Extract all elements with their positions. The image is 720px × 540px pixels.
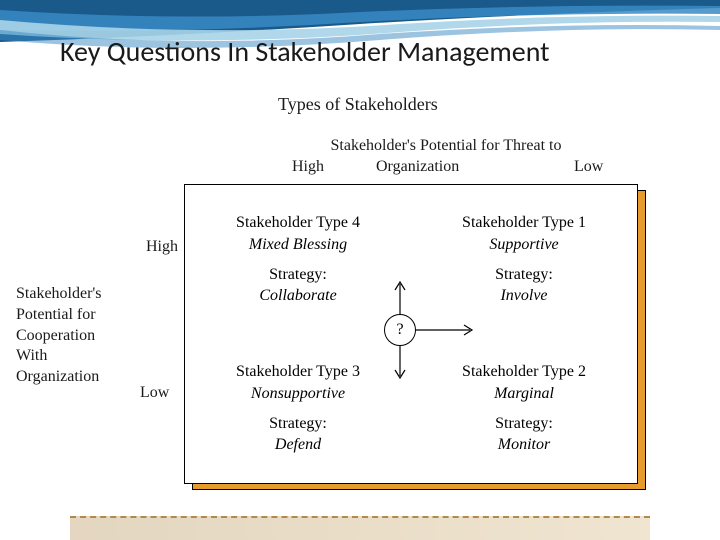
quadrant-type-title: Stakeholder Type 1: [462, 212, 586, 234]
quadrant-strategy-name: Involve: [500, 285, 547, 307]
y-axis-high: High: [146, 238, 178, 256]
arrow-up-icon: [394, 278, 406, 318]
arrow-right-icon: [414, 324, 478, 336]
quadrant-type-title: Stakeholder Type 3: [236, 361, 360, 383]
quadrant-strategy-name: Defend: [275, 434, 321, 456]
x-axis-low: Low: [574, 158, 603, 176]
x-axis-high: High: [292, 158, 324, 176]
quadrant-strategy-label: Strategy:: [269, 413, 327, 435]
x-axis-mid: Organization: [376, 158, 459, 176]
quadrant-type-name: Marginal: [494, 383, 554, 405]
y-axis-title: Stakeholder'sPotential forCooperationWit…: [16, 284, 102, 388]
quadrant-type-name: Nonsupportive: [251, 383, 345, 405]
quadrant-strategy-name: Collaborate: [259, 285, 336, 307]
footer-decoration: [70, 516, 650, 540]
quadrant-type2: Stakeholder Type 2 Marginal Strategy: Mo…: [411, 334, 637, 483]
quadrant-type-title: Stakeholder Type 4: [236, 212, 360, 234]
quadrant-strategy-name: Monitor: [498, 434, 550, 456]
quadrant-type4: Stakeholder Type 4 Mixed Blessing Strate…: [185, 185, 411, 334]
y-axis-low: Low: [140, 384, 169, 402]
center-question-node: ?: [384, 314, 416, 346]
quadrant-strategy-label: Strategy:: [495, 413, 553, 435]
quadrant-strategy-label: Strategy:: [495, 264, 553, 286]
quadrant-type-name: Supportive: [489, 234, 558, 256]
quadrant-type-name: Mixed Blessing: [249, 234, 347, 256]
quadrant-type-title: Stakeholder Type 2: [462, 361, 586, 383]
quadrant-strategy-label: Strategy:: [269, 264, 327, 286]
arrow-down-icon: [394, 342, 406, 382]
page-title: Key Questions In Stakeholder Management: [60, 34, 550, 69]
quadrant-type1: Stakeholder Type 1 Supportive Strategy: …: [411, 185, 637, 334]
x-axis-title: Stakeholder's Potential for Threat to: [236, 137, 656, 155]
quadrant-type3: Stakeholder Type 3 Nonsupportive Strateg…: [185, 334, 411, 483]
diagram-subtitle: Types of Stakeholders: [278, 94, 438, 115]
